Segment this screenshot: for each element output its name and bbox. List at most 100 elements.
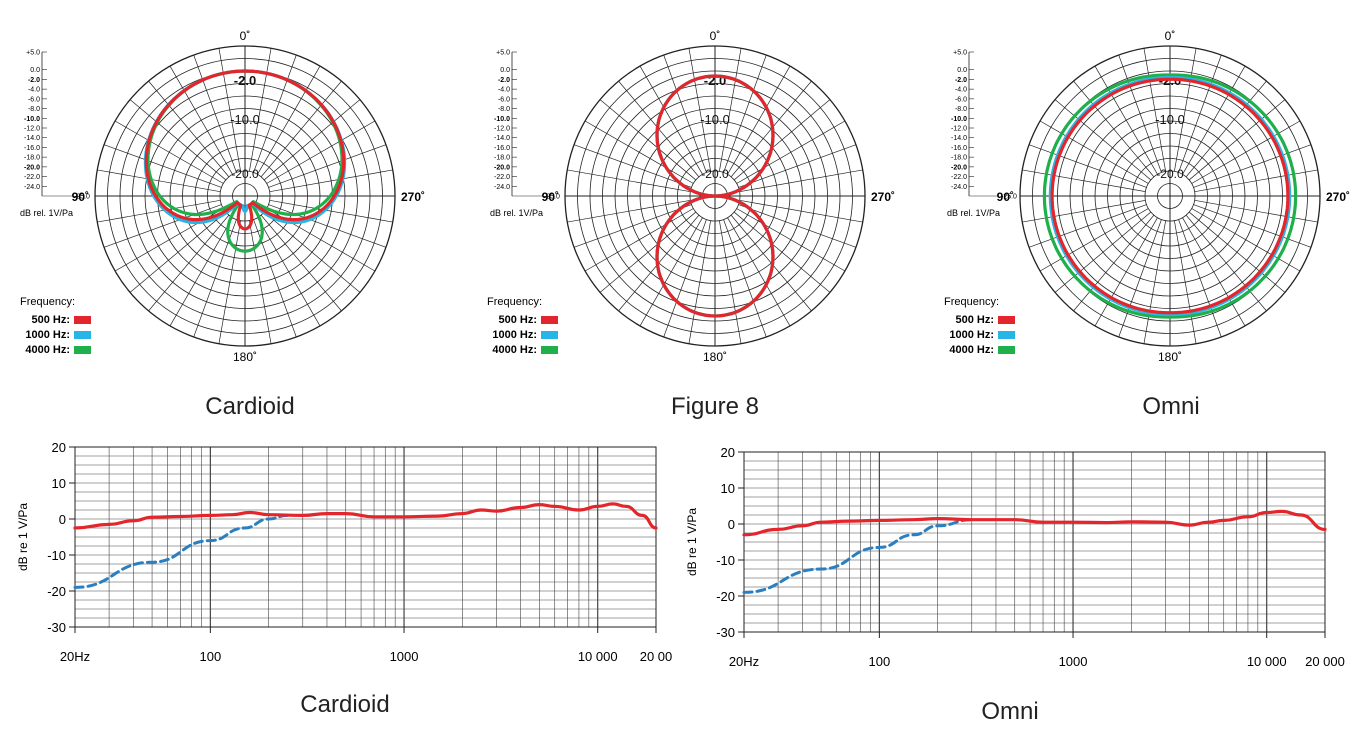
polar-spoke (1054, 211, 1152, 293)
angle-label-270: 270˚ (401, 190, 425, 204)
polar-spoke (148, 80, 230, 178)
polar-spoke (129, 99, 227, 181)
scale-label: -24.0 (494, 184, 510, 191)
polar-spoke (663, 54, 707, 173)
legend-swatch (541, 331, 558, 339)
y-tick-label: -20 (716, 589, 735, 604)
scale-label: -10.0 (494, 116, 510, 123)
polar-series-blue (1048, 75, 1292, 317)
x-tick-label: 10 000 (1247, 654, 1287, 669)
polar-spoke (573, 204, 692, 248)
angle-label-90: 90˚ (542, 190, 559, 204)
polar-spoke (218, 220, 242, 344)
scale-label: -22.0 (951, 174, 967, 181)
scale-label: -22.0 (24, 174, 40, 181)
scale-label: -4.0 (498, 87, 510, 94)
legend-swatch (541, 346, 558, 354)
polar-spoke (663, 219, 707, 338)
polar-spoke (736, 208, 846, 272)
polar-spoke (266, 120, 376, 184)
x-tick-label: 20 00 (640, 649, 673, 664)
polar-spoke (599, 99, 697, 181)
x-tick-label: 20Hz (60, 649, 90, 664)
legend-entry: 1000 Hz: (492, 329, 537, 341)
ring-label: -20.0 (1156, 167, 1184, 181)
y-tick-label: 0 (728, 517, 735, 532)
polar-chart-1: 0˚90˚180˚270˚-2.0-10.0-20.0+5.00.0-2.0-4… (487, 29, 895, 364)
polar-spoke (268, 144, 387, 188)
scale-label: 0.0 (500, 67, 510, 74)
legend-entry: 500 Hz: (498, 314, 537, 326)
polar-chart-2: 0˚90˚180˚270˚-2.0-10.0-20.0+5.00.0-2.0-4… (944, 29, 1350, 364)
response-series-dashed (742, 518, 974, 594)
scale-label: -4.0 (955, 87, 967, 94)
polar-spoke (1182, 217, 1246, 327)
polar-spoke (103, 204, 222, 248)
polar-series-red (144, 69, 346, 231)
polar-spoke (1028, 204, 1147, 248)
polar-spoke (739, 199, 863, 223)
polar-spoke (263, 99, 361, 181)
polar-spoke (1028, 144, 1147, 188)
polar-spoke (148, 214, 230, 312)
scale-label: -20.0 (494, 164, 510, 171)
polar-spoke (567, 169, 691, 193)
polar-spoke (253, 54, 297, 173)
response-series-dashed (73, 513, 289, 589)
polar-spoke (584, 208, 694, 272)
polar-spoke (263, 211, 361, 293)
polar-spoke (1094, 217, 1158, 327)
scale-label: -20.0 (24, 164, 40, 171)
angle-label-270: 270˚ (1326, 190, 1350, 204)
scale-label: -10.0 (24, 116, 40, 123)
polar-spoke (169, 217, 233, 327)
y-tick-label: 20 (721, 445, 735, 460)
scale-label: -2.0 (498, 77, 510, 84)
polar-spoke (269, 169, 393, 193)
y-tick-label: 10 (52, 476, 66, 491)
polar-spoke (727, 217, 791, 327)
polar-spoke (1193, 204, 1312, 248)
polar-spoke (1173, 220, 1197, 344)
scale-label: -24.0 (951, 184, 967, 191)
ring-label: -2.0 (234, 73, 256, 88)
scale-label: -14.0 (24, 135, 40, 142)
angle-label-90: 90˚ (72, 190, 89, 204)
legend-swatch (74, 346, 91, 354)
polar-spoke (114, 120, 224, 184)
caption-response-cardioid: Cardioid (300, 691, 390, 718)
polar-spoke (257, 217, 321, 327)
polar-spoke (1194, 199, 1318, 223)
polar-spoke (1143, 48, 1167, 172)
polar-spoke (733, 211, 831, 293)
polar-spoke (1188, 99, 1286, 181)
scale-label: -22.0 (494, 174, 510, 181)
polar-spoke (688, 48, 712, 172)
polar-spoke (129, 211, 227, 293)
x-tick-label: 1000 (1059, 654, 1088, 669)
x-tick-label: 20Hz (729, 654, 759, 669)
legend-swatch (998, 331, 1015, 339)
polar-spoke (268, 204, 387, 248)
polar-spoke (169, 65, 233, 175)
caption-polar-figure8: Figure 8 (670, 393, 760, 420)
scale-label: -2.0 (28, 77, 40, 84)
ring-label: -10.0 (230, 112, 260, 127)
polar-spoke (1054, 99, 1152, 181)
polar-spoke (723, 219, 767, 338)
angle-label-180: 180˚ (233, 350, 257, 364)
polar-series-red (1050, 77, 1290, 315)
polar-spoke (739, 169, 863, 193)
polar-spoke (639, 65, 703, 175)
legend-entry: 1000 Hz: (949, 329, 994, 341)
scale-label: -2.0 (955, 77, 967, 84)
polar-spoke (269, 199, 393, 223)
legend-swatch (74, 331, 91, 339)
polar-spoke (248, 220, 272, 344)
polar-series-green (1042, 73, 1298, 319)
y-tick-label: 20 (52, 440, 66, 455)
y-axis-label: dB re 1 V/Pa (16, 503, 30, 571)
polar-spoke (723, 54, 767, 173)
scale-label: -6.0 (498, 96, 510, 103)
